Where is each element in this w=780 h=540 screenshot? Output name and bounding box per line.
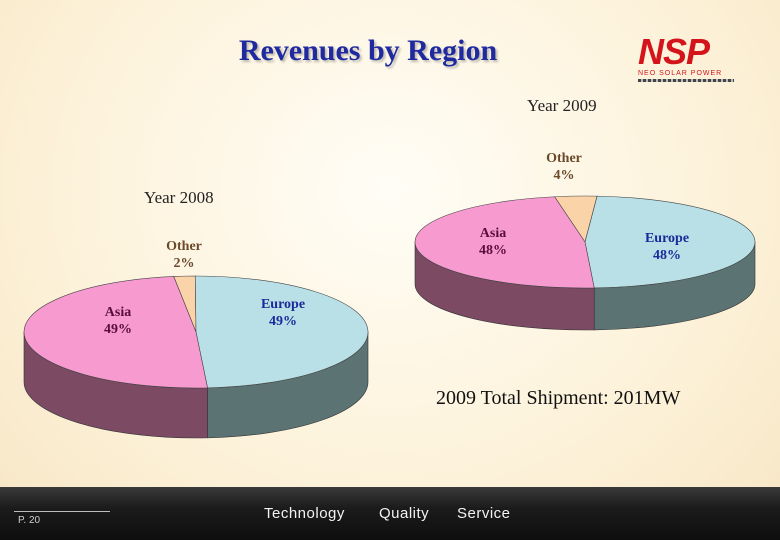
tagline-quality: Quality [379, 505, 430, 522]
pie-2009: Other 4% Europe 48% Asia 48% [414, 151, 756, 331]
footer-bar: P. 20 Technology Quality Service [0, 487, 780, 540]
pie-2009-title: Year 2009 [527, 96, 597, 115]
pie-2008: Other 2% Europe 49% Asia 49% [23, 239, 369, 439]
logo-underline [638, 79, 734, 82]
pie2008-slice-europe [194, 275, 369, 389]
pie2008-label-europe: Europe 49% [261, 297, 305, 329]
pie2008-label-asia: Asia 49% [104, 305, 132, 337]
pie2008-label-other: Other 2% [166, 239, 202, 271]
logo-mark: NSP [638, 31, 710, 72]
pie2009-slice-asia [414, 196, 595, 289]
pie-2008-title: Year 2008 [144, 188, 214, 207]
pie2009-slice-europe [584, 195, 756, 289]
tagline-service: Service [457, 505, 511, 522]
slide-title: Revenues by Region [238, 34, 498, 67]
logo-name: NEO SOLAR POWER [638, 70, 723, 77]
footer-divider [14, 511, 110, 512]
shipment-note: 2009 Total Shipment: 201MW [436, 387, 681, 409]
tagline-technology: Technology [264, 505, 345, 522]
page-number: P. 20 [18, 515, 41, 526]
pie2009-label-other: Other 4% [546, 151, 582, 183]
pie2009-label-asia: Asia 48% [479, 226, 507, 258]
pie2008-slice-asia [23, 276, 208, 389]
company-logo: NSP NEO SOLAR POWER [638, 31, 738, 82]
pie2009-label-europe: Europe 48% [645, 231, 689, 263]
